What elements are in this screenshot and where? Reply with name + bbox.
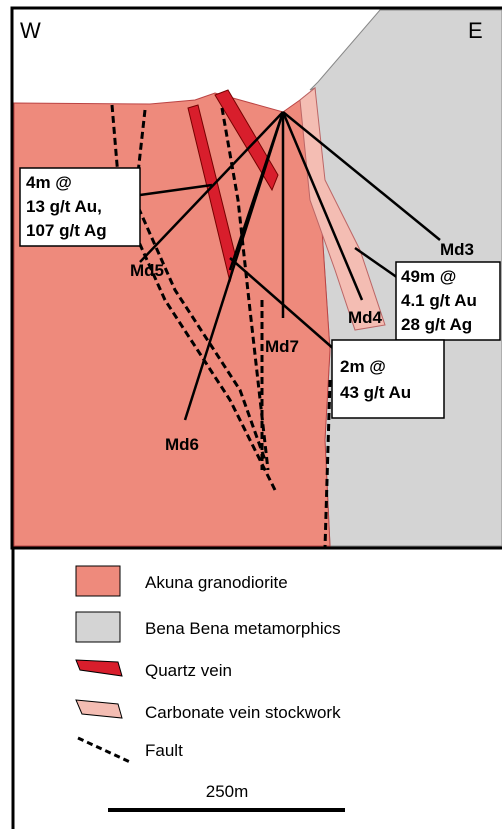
labels: W E Md3 Md4 Md5 Md6 Md7 xyxy=(20,18,483,454)
legend-item: Quartz vein xyxy=(145,661,232,680)
callouts: 4m @ 13 g/t Au, 107 g/t Ag 49m @ 4.1 g/t… xyxy=(19,167,501,419)
hole-label: Md6 xyxy=(165,435,199,454)
hole-label: Md5 xyxy=(130,261,164,280)
callout-line: 4m @ xyxy=(26,173,72,192)
callout-line: 13 g/t Au, xyxy=(26,197,102,216)
hole-label: Md3 xyxy=(440,240,474,259)
drill-holes xyxy=(139,111,441,421)
legend-item: Fault xyxy=(145,741,183,760)
callout-line: 4.1 g/t Au xyxy=(401,291,477,310)
legend-item: Carbonate vein stockwork xyxy=(145,703,341,722)
callout-line: 43 g/t Au xyxy=(340,383,411,402)
callout-line: 49m @ xyxy=(401,267,456,286)
east-label: E xyxy=(468,18,483,43)
scale-label: 250m xyxy=(206,782,249,801)
west-label: W xyxy=(20,18,41,43)
callout-line: 2m @ xyxy=(340,357,386,376)
callout-line: 28 g/t Ag xyxy=(401,315,472,334)
legend: Akuna granodiorite Bena Bena metamorphic… xyxy=(75,565,345,812)
hole-label: Md4 xyxy=(348,308,383,327)
quartz-vein xyxy=(214,89,279,192)
callout-line: 107 g/t Ag xyxy=(26,221,107,240)
legend-item: Bena Bena metamorphics xyxy=(145,619,341,638)
legend-item: Akuna granodiorite xyxy=(145,573,288,592)
hole-label: Md7 xyxy=(265,337,299,356)
carbonate-stockwork xyxy=(299,87,386,331)
